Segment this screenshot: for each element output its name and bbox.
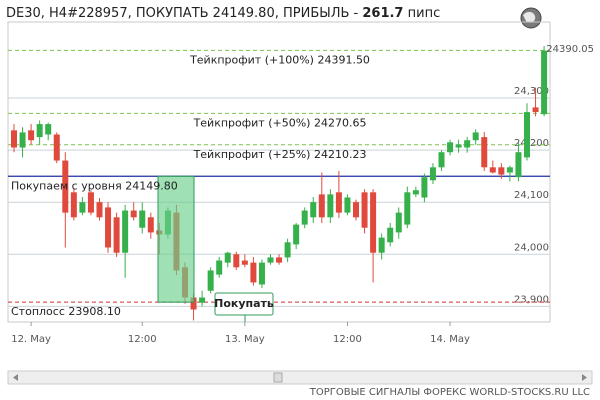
candle-body — [293, 224, 300, 245]
candle-body — [87, 192, 94, 213]
candle-body — [207, 270, 214, 291]
x-tick-label: 14. May — [430, 334, 470, 345]
scroll-thumb[interactable] — [273, 372, 283, 383]
candle-body — [11, 130, 17, 148]
candle-body — [113, 217, 120, 253]
candle-body — [105, 207, 112, 248]
candle-body — [216, 260, 223, 275]
candle-body — [224, 252, 231, 263]
level-label: Стоплосс 23908.10 — [11, 305, 121, 318]
scroll-right[interactable] — [582, 374, 587, 381]
candle-body — [404, 192, 411, 225]
y-tick-label: 24,000 — [514, 242, 549, 253]
footer: ТОРГОВЫЕ СИГНАЛЫ ФОРЕКС WORLD-STOCKS.RU … — [309, 387, 590, 398]
candle-body — [19, 132, 26, 148]
title-profit: 261.7 — [362, 6, 403, 21]
scroll-left[interactable] — [13, 374, 18, 381]
candle-body — [53, 134, 60, 161]
candle-body — [96, 202, 103, 218]
buy-marker: Покупать — [214, 292, 274, 322]
level-label: Тейкпрофит (+100%) 24391.50 — [189, 53, 370, 66]
candle-body — [498, 167, 505, 175]
level-label: Тейкпрофит (+25%) 24210.23 — [193, 148, 367, 161]
x-tick-label: 12. May — [11, 334, 51, 345]
candle-body — [489, 167, 496, 173]
candle-body — [464, 140, 471, 148]
entry-zone — [157, 175, 195, 303]
candle-body — [412, 190, 419, 195]
candle-body — [524, 112, 530, 158]
candle-body — [421, 177, 428, 198]
candle-body — [258, 262, 265, 285]
scrollbar[interactable] — [7, 370, 593, 385]
candle-body — [335, 192, 342, 213]
chart-title: DE30, H4#228957, ПОКУПАТЬ 24149.80, ПРИБ… — [6, 6, 440, 21]
candle-body — [378, 237, 385, 253]
candle-body — [122, 210, 129, 253]
candle-body — [438, 152, 445, 168]
level-label: Покупаем с уровня 24149.80 — [11, 179, 178, 192]
y-tick-label: 24,300 — [514, 86, 549, 97]
candle-body — [455, 144, 462, 148]
x-tick-label: 12:00 — [333, 334, 362, 345]
candle-body — [79, 202, 86, 213]
candle-body — [318, 194, 325, 218]
candle-body — [301, 210, 308, 225]
candle-body — [532, 107, 539, 113]
y-tick-label: 24,100 — [514, 190, 549, 201]
candle-body — [447, 142, 454, 153]
candle-body — [62, 160, 69, 213]
candle-body — [36, 124, 43, 138]
candle-body — [344, 197, 351, 213]
title-text: DE30, H4#228957, ПОКУПАТЬ 24149.80, ПРИБ… — [6, 6, 359, 21]
x-tick-label: 13. May — [225, 334, 265, 345]
candle-body — [515, 152, 522, 178]
candle-body — [130, 210, 137, 218]
candle-body — [541, 50, 548, 115]
candle-body — [45, 124, 52, 135]
candle-body — [472, 132, 479, 141]
candle-body — [276, 257, 283, 263]
candle-body — [387, 227, 394, 243]
title-unit: пипс — [408, 6, 441, 21]
plot-border — [7, 21, 551, 323]
marks: Тейкпрофит (+100%) 24391.50 Тейкпрофит (+… — [11, 44, 594, 318]
last-price: 24390.05 — [546, 44, 594, 55]
candle-body — [429, 167, 436, 181]
plot: 23,900 24,000 24,100 24,200 24,300 12. May 12:… — [8, 45, 550, 345]
candle-body — [70, 192, 77, 218]
x-tick-label: 12:00 — [128, 334, 157, 345]
scroll-track[interactable] — [7, 370, 593, 385]
globe-icon[interactable] — [520, 7, 542, 29]
buy-label: Покупать — [214, 297, 274, 310]
candle-body — [241, 260, 248, 265]
candle-body — [233, 254, 240, 268]
y-tick-label: 24,200 — [514, 138, 549, 149]
y-tick-label: 23,900 — [514, 294, 549, 305]
candle-body — [199, 297, 206, 303]
candle-body — [190, 297, 197, 310]
candle-body — [327, 194, 334, 218]
candle-body — [139, 210, 146, 228]
candle-body — [284, 242, 291, 258]
candle-body — [310, 202, 317, 218]
candle-body — [370, 192, 377, 253]
candle-body — [481, 137, 488, 168]
buy-box — [214, 292, 274, 316]
candle-body — [506, 167, 513, 173]
candle-body — [147, 217, 154, 233]
candle-body — [361, 192, 368, 228]
candle-body — [395, 212, 402, 233]
candle-body — [267, 257, 274, 263]
candle-body — [353, 202, 359, 218]
level-label: Тейкпрофит (+50%) 24270.65 — [193, 116, 367, 129]
candle-body — [28, 130, 35, 141]
globe-land — [523, 11, 536, 23]
candle-body — [250, 262, 257, 283]
